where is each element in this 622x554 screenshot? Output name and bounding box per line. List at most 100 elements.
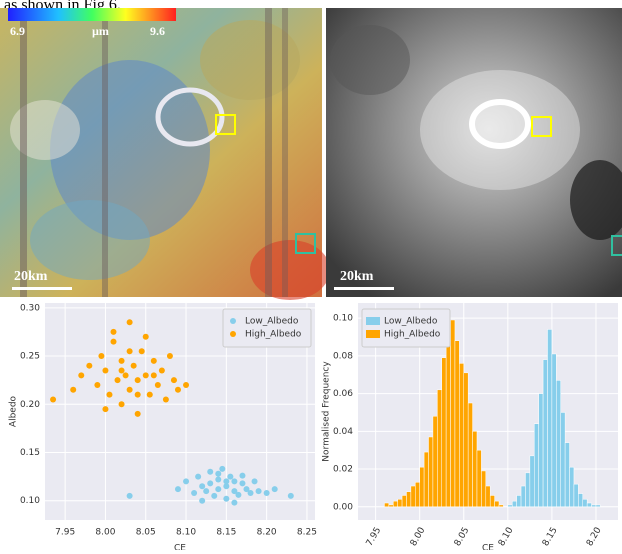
scatter-point [207, 480, 213, 486]
scatter-point [264, 490, 270, 496]
scatter-point [215, 471, 221, 477]
x-axis-label: CE [482, 544, 494, 551]
x-tick-label: 8.15 [216, 528, 236, 538]
scatter-point [272, 486, 278, 492]
scatter-point [239, 480, 245, 486]
histogram-bar [565, 443, 569, 507]
y-tick-label: 0.25 [20, 352, 40, 362]
scatter-point [98, 353, 104, 359]
colorbar-max: 9.6 [150, 24, 165, 38]
histogram-bar [578, 494, 582, 507]
scatter-point [231, 500, 237, 506]
histogram-bar [455, 341, 459, 507]
scatter-point [175, 387, 181, 393]
x-tick-label: 8.25 [297, 528, 317, 538]
y-tick-label: 0.06 [333, 389, 353, 399]
y-tick-label: 0.30 [20, 303, 40, 313]
histogram-bar [486, 486, 490, 507]
scatter-point [199, 498, 205, 504]
histogram-bar [517, 495, 521, 506]
histogram-bar [512, 501, 516, 507]
scatter-point [203, 488, 209, 494]
x-tick-label: 8.20 [257, 528, 277, 538]
y-tick-label: 0.20 [20, 400, 40, 410]
scatter-point [127, 319, 133, 325]
x-tick-label: 8.20 [585, 526, 604, 549]
scatter-point [78, 372, 84, 378]
scatter-point [199, 483, 205, 489]
legend: Low_Albedo High_Albedo [362, 309, 450, 347]
scatter-point [215, 476, 221, 482]
scale-bar-label: 20km [14, 269, 48, 284]
histogram-bar [420, 467, 424, 507]
false-color-image: 6.9 µm 9.6 20km [0, 8, 330, 300]
scale-bar-label: 20km [340, 269, 374, 284]
histogram-bar [547, 329, 551, 506]
scatter-point [167, 353, 173, 359]
histogram-bar [587, 503, 591, 507]
histogram-bar [451, 320, 455, 507]
scatter-point [215, 486, 221, 492]
y-axis-label: Albedo [9, 395, 19, 427]
histogram-bar [583, 499, 587, 507]
scatter-point [115, 377, 121, 383]
scatter-point [151, 372, 157, 378]
chart: 0.000.020.040.060.080.107.958.008.058.10… [322, 303, 619, 550]
histogram-bar [552, 354, 556, 507]
scatter-point [135, 377, 141, 383]
histogram-bar [477, 450, 481, 507]
x-tick-label: 8.10 [176, 528, 196, 538]
scatter-point [183, 478, 189, 484]
scatter-point [131, 363, 137, 369]
x-tick-label: 7.95 [365, 526, 384, 548]
scatter-point [151, 358, 157, 364]
histogram-bar [596, 505, 600, 507]
legend-label: Low_Albedo [384, 317, 438, 327]
x-tick-label: 8.05 [136, 528, 156, 538]
histogram-bar [468, 403, 472, 507]
colorbar-min: 6.9 [10, 24, 25, 38]
scatter-point [175, 486, 181, 492]
histogram-bar [525, 473, 529, 507]
scatter-point [127, 348, 133, 354]
histogram-bar [592, 505, 596, 507]
scatter-point [195, 474, 201, 480]
scatter-point [288, 493, 294, 499]
legend-swatch [230, 331, 236, 337]
legend-swatch [230, 318, 236, 324]
scatter-point [143, 372, 149, 378]
legend-box [362, 309, 450, 347]
histogram-bar [464, 373, 468, 507]
y-tick-label: 0.15 [20, 448, 40, 458]
scatter-point [223, 496, 229, 502]
histogram-bar [415, 482, 419, 507]
legend-label: Low_Albedo [245, 317, 299, 327]
scatter-point [248, 490, 254, 496]
scatter-point [111, 329, 117, 335]
histogram-bar [481, 471, 485, 507]
histogram-bar [473, 431, 477, 506]
scatter-point [231, 478, 237, 484]
histogram-bar [561, 412, 565, 506]
y-tick-label: 0.10 [333, 314, 353, 324]
histogram-bar [499, 505, 503, 507]
scatter-point [135, 392, 141, 398]
scatter-point [127, 387, 133, 393]
histogram-bar [389, 505, 393, 507]
histogram-bar [521, 486, 525, 507]
scatter-point [183, 382, 189, 388]
scatter-point [143, 334, 149, 340]
scatter-point [135, 411, 141, 417]
legend-label: High_Albedo [384, 330, 441, 340]
scatter-point [102, 368, 108, 374]
scatter-point [239, 473, 245, 479]
x-tick-label: 7.95 [55, 528, 75, 538]
y-tick-label: 0.08 [333, 351, 353, 361]
histogram-bar [384, 503, 388, 507]
scatter-point [119, 368, 125, 374]
scatter-point [70, 387, 76, 393]
scatter-point [111, 339, 117, 345]
histogram-bar [556, 380, 560, 506]
